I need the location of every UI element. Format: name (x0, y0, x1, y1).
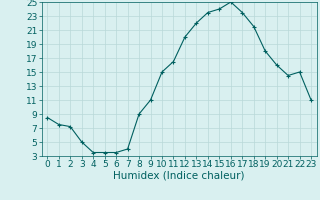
X-axis label: Humidex (Indice chaleur): Humidex (Indice chaleur) (114, 171, 245, 181)
